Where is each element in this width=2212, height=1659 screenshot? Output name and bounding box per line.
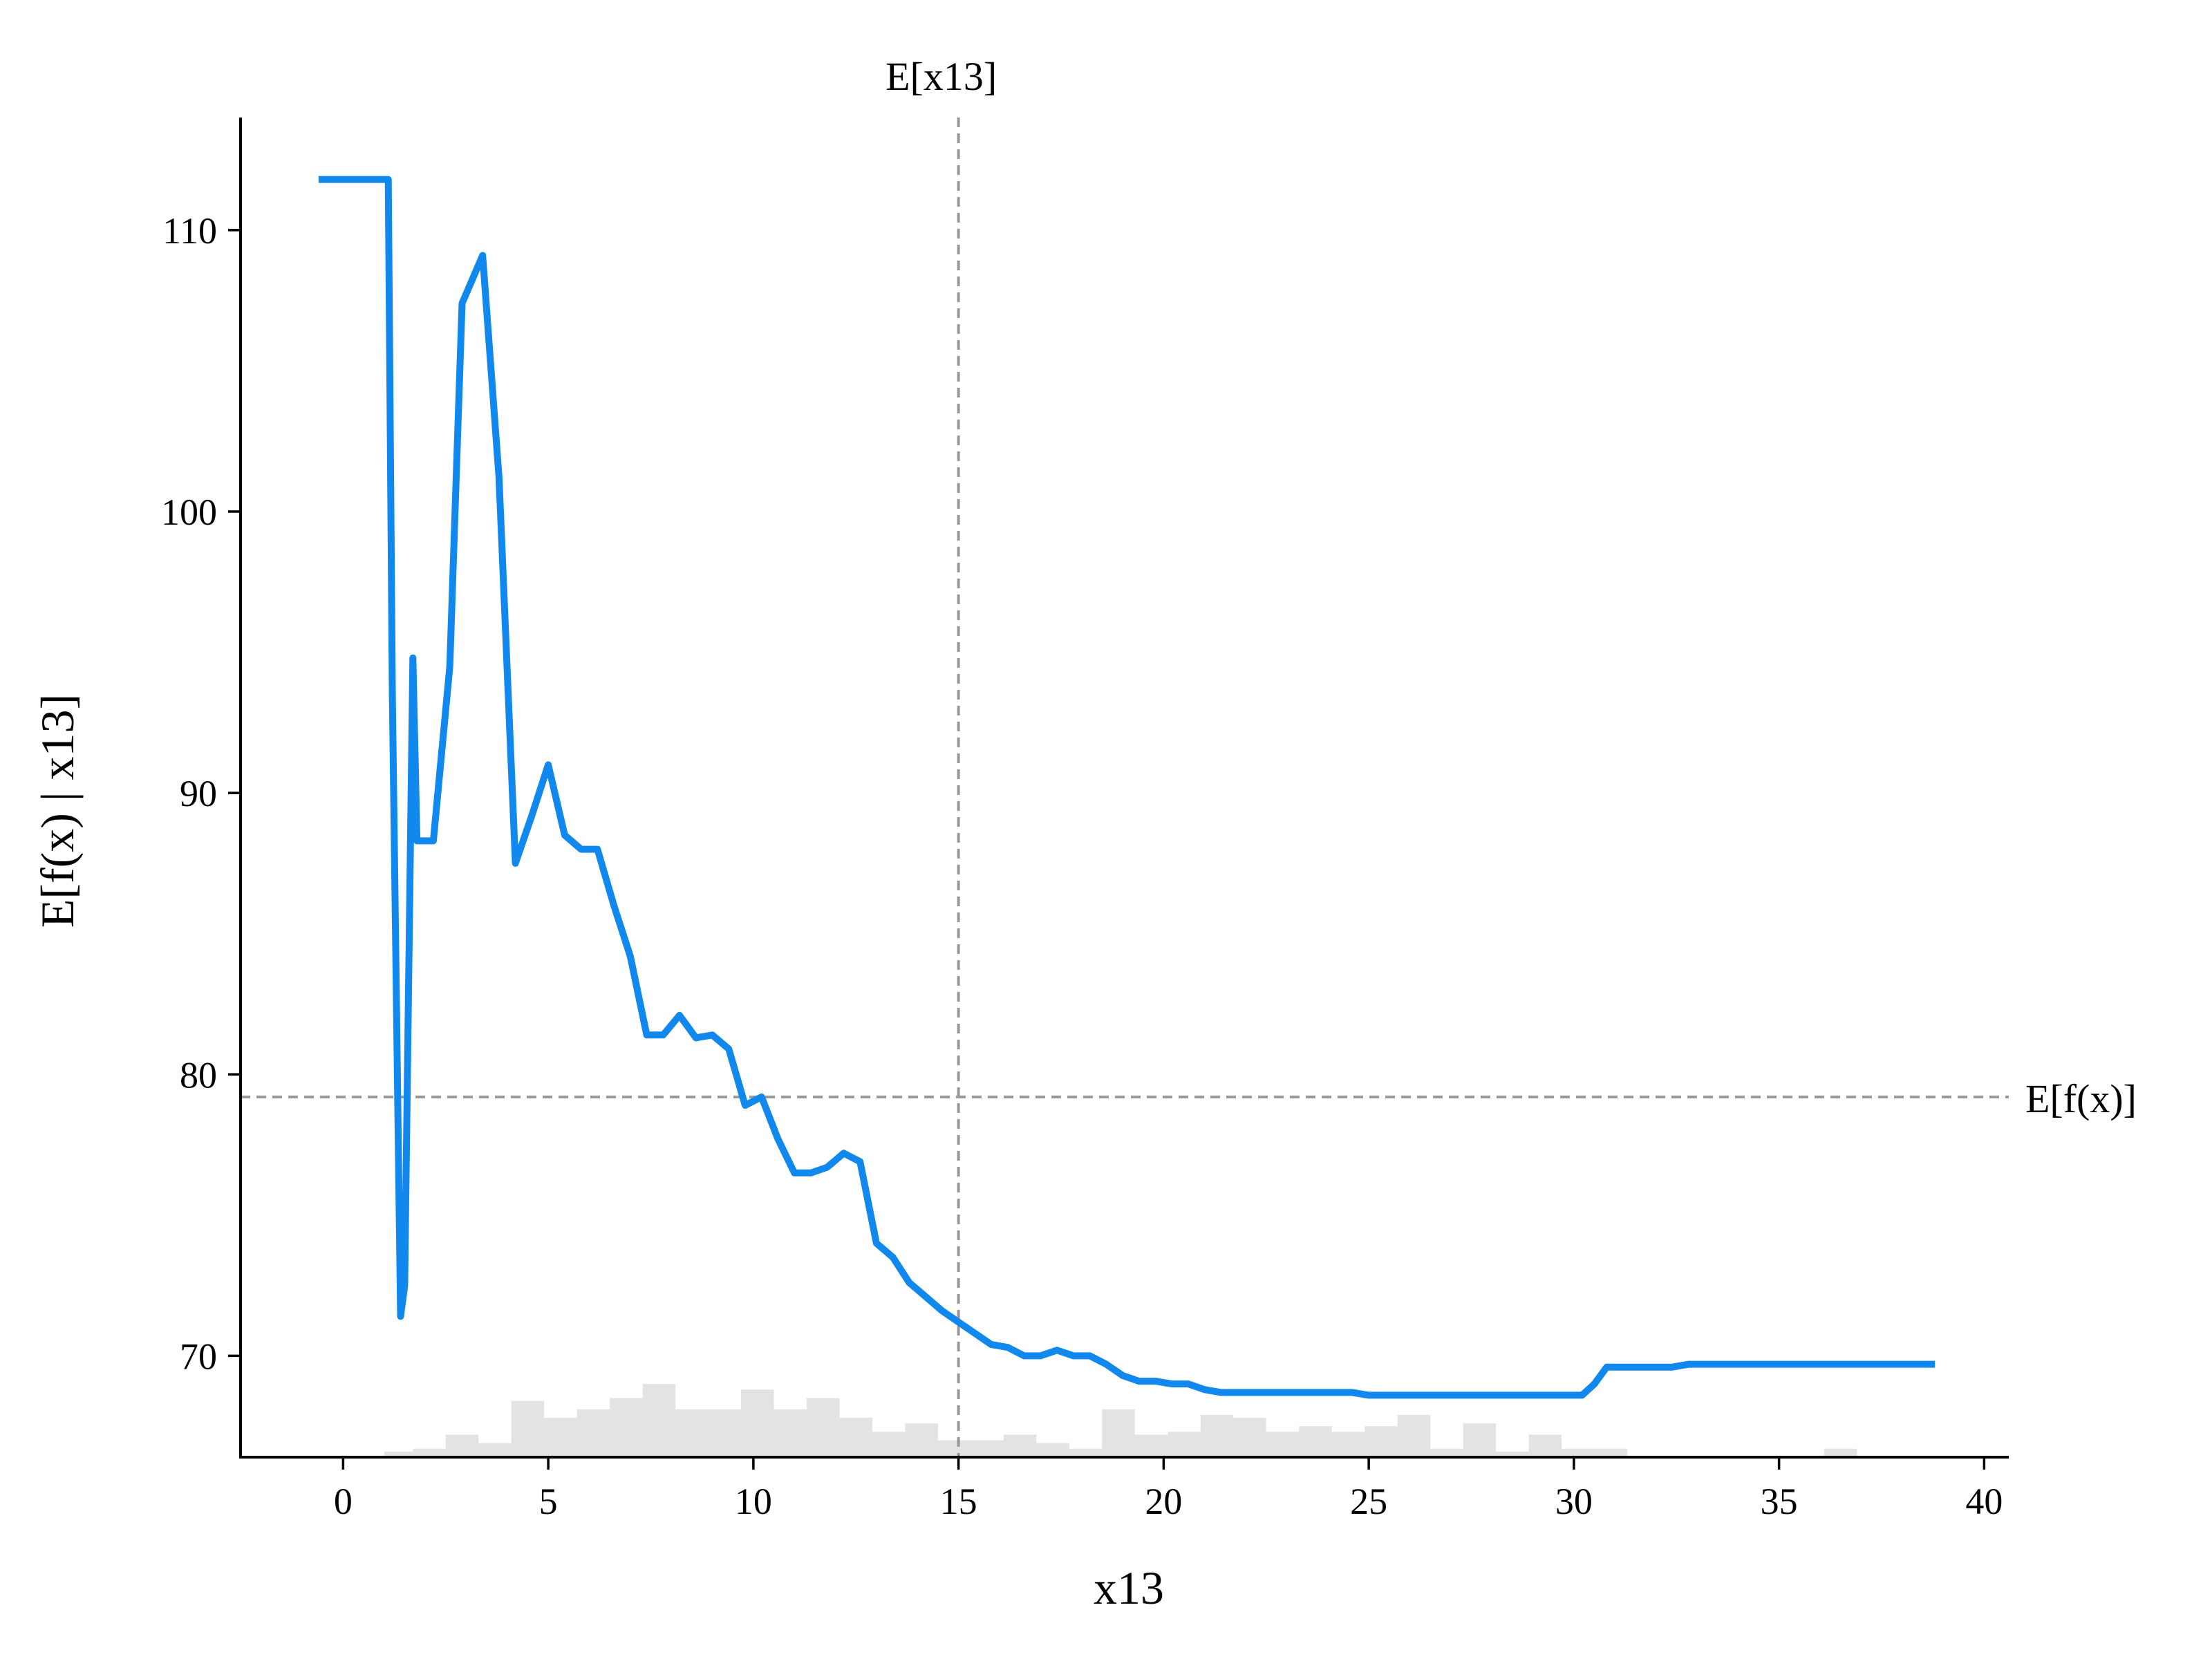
- y-tick-label: 90: [180, 773, 217, 814]
- histogram-bar: [1233, 1418, 1266, 1457]
- series-line: [318, 176, 1936, 1399]
- histogram-bar: [1365, 1426, 1398, 1457]
- reference-lines: E[x13] E[f(x)]: [241, 54, 2137, 1457]
- y-tick-label: 80: [180, 1054, 217, 1096]
- histogram-bar: [1168, 1432, 1201, 1457]
- histogram-bar: [1594, 1448, 1628, 1457]
- histogram-bar: [1003, 1434, 1037, 1457]
- histogram-bar: [1562, 1448, 1595, 1457]
- histogram-bar: [971, 1440, 1004, 1457]
- histogram-bar: [511, 1400, 545, 1457]
- histogram-bar: [774, 1409, 807, 1457]
- histogram-bar: [610, 1398, 643, 1457]
- histogram-bar: [1496, 1451, 1529, 1457]
- axes: [239, 118, 2009, 1459]
- histogram-bar: [1397, 1414, 1431, 1457]
- histogram-bar: [1266, 1432, 1300, 1457]
- histogram-bar: [839, 1418, 872, 1457]
- histogram-bar: [1430, 1448, 1463, 1457]
- x-axis-title: x13: [1094, 1562, 1164, 1614]
- x-tick-label: 15: [940, 1481, 977, 1522]
- x-tick-label: 35: [1761, 1481, 1798, 1522]
- y-tick-label: 100: [161, 491, 217, 533]
- x-tick-label: 30: [1555, 1481, 1593, 1522]
- histogram-bar: [1036, 1443, 1069, 1457]
- histogram-bar: [544, 1418, 577, 1457]
- expected-x13-label: E[x13]: [885, 54, 997, 99]
- histogram-bar: [1200, 1414, 1234, 1457]
- y-tick-label: 110: [162, 210, 217, 252]
- x-tick-label: 40: [1965, 1481, 2003, 1522]
- x-tick-label: 25: [1350, 1481, 1387, 1522]
- histogram-bar: [1134, 1434, 1168, 1457]
- histogram-bar: [675, 1409, 709, 1457]
- histogram-bar: [642, 1384, 676, 1457]
- x-tick-label: 10: [735, 1481, 772, 1522]
- series-layer: [318, 176, 1936, 1399]
- histogram-bar: [1463, 1423, 1497, 1457]
- histogram-bar: [807, 1398, 840, 1457]
- y-tick-label: 70: [180, 1335, 217, 1377]
- histogram-bar: [478, 1443, 512, 1457]
- expected-fx-label: E[f(x)]: [2025, 1076, 2137, 1121]
- y-ticks: 70 80 90 100 110: [161, 210, 241, 1377]
- histogram-bar: [1069, 1448, 1103, 1457]
- histogram-bar: [741, 1389, 774, 1457]
- y-axis-title: E[f(x) | x13]: [31, 694, 84, 928]
- histogram-bar: [445, 1434, 479, 1457]
- histogram-bar: [1331, 1432, 1365, 1457]
- feature-histogram: [384, 1384, 1857, 1457]
- x-tick-label: 5: [539, 1481, 558, 1522]
- histogram-bar: [413, 1448, 446, 1457]
- histogram-bar: [1824, 1448, 1857, 1457]
- histogram-bar: [708, 1409, 742, 1457]
- histogram-bar: [872, 1432, 906, 1457]
- histogram-bar: [1102, 1409, 1135, 1457]
- histogram-bar: [384, 1451, 413, 1457]
- x-tick-label: 20: [1145, 1481, 1182, 1522]
- x-ticks: 0 5 10 15 20 25 30 35 40: [334, 1457, 2003, 1522]
- histogram-bar: [905, 1423, 938, 1457]
- histogram-bar: [1528, 1434, 1562, 1457]
- histogram-bar: [1299, 1426, 1332, 1457]
- x-tick-label: 0: [334, 1481, 353, 1522]
- histogram-bar: [937, 1440, 971, 1457]
- histogram-bar: [577, 1409, 610, 1457]
